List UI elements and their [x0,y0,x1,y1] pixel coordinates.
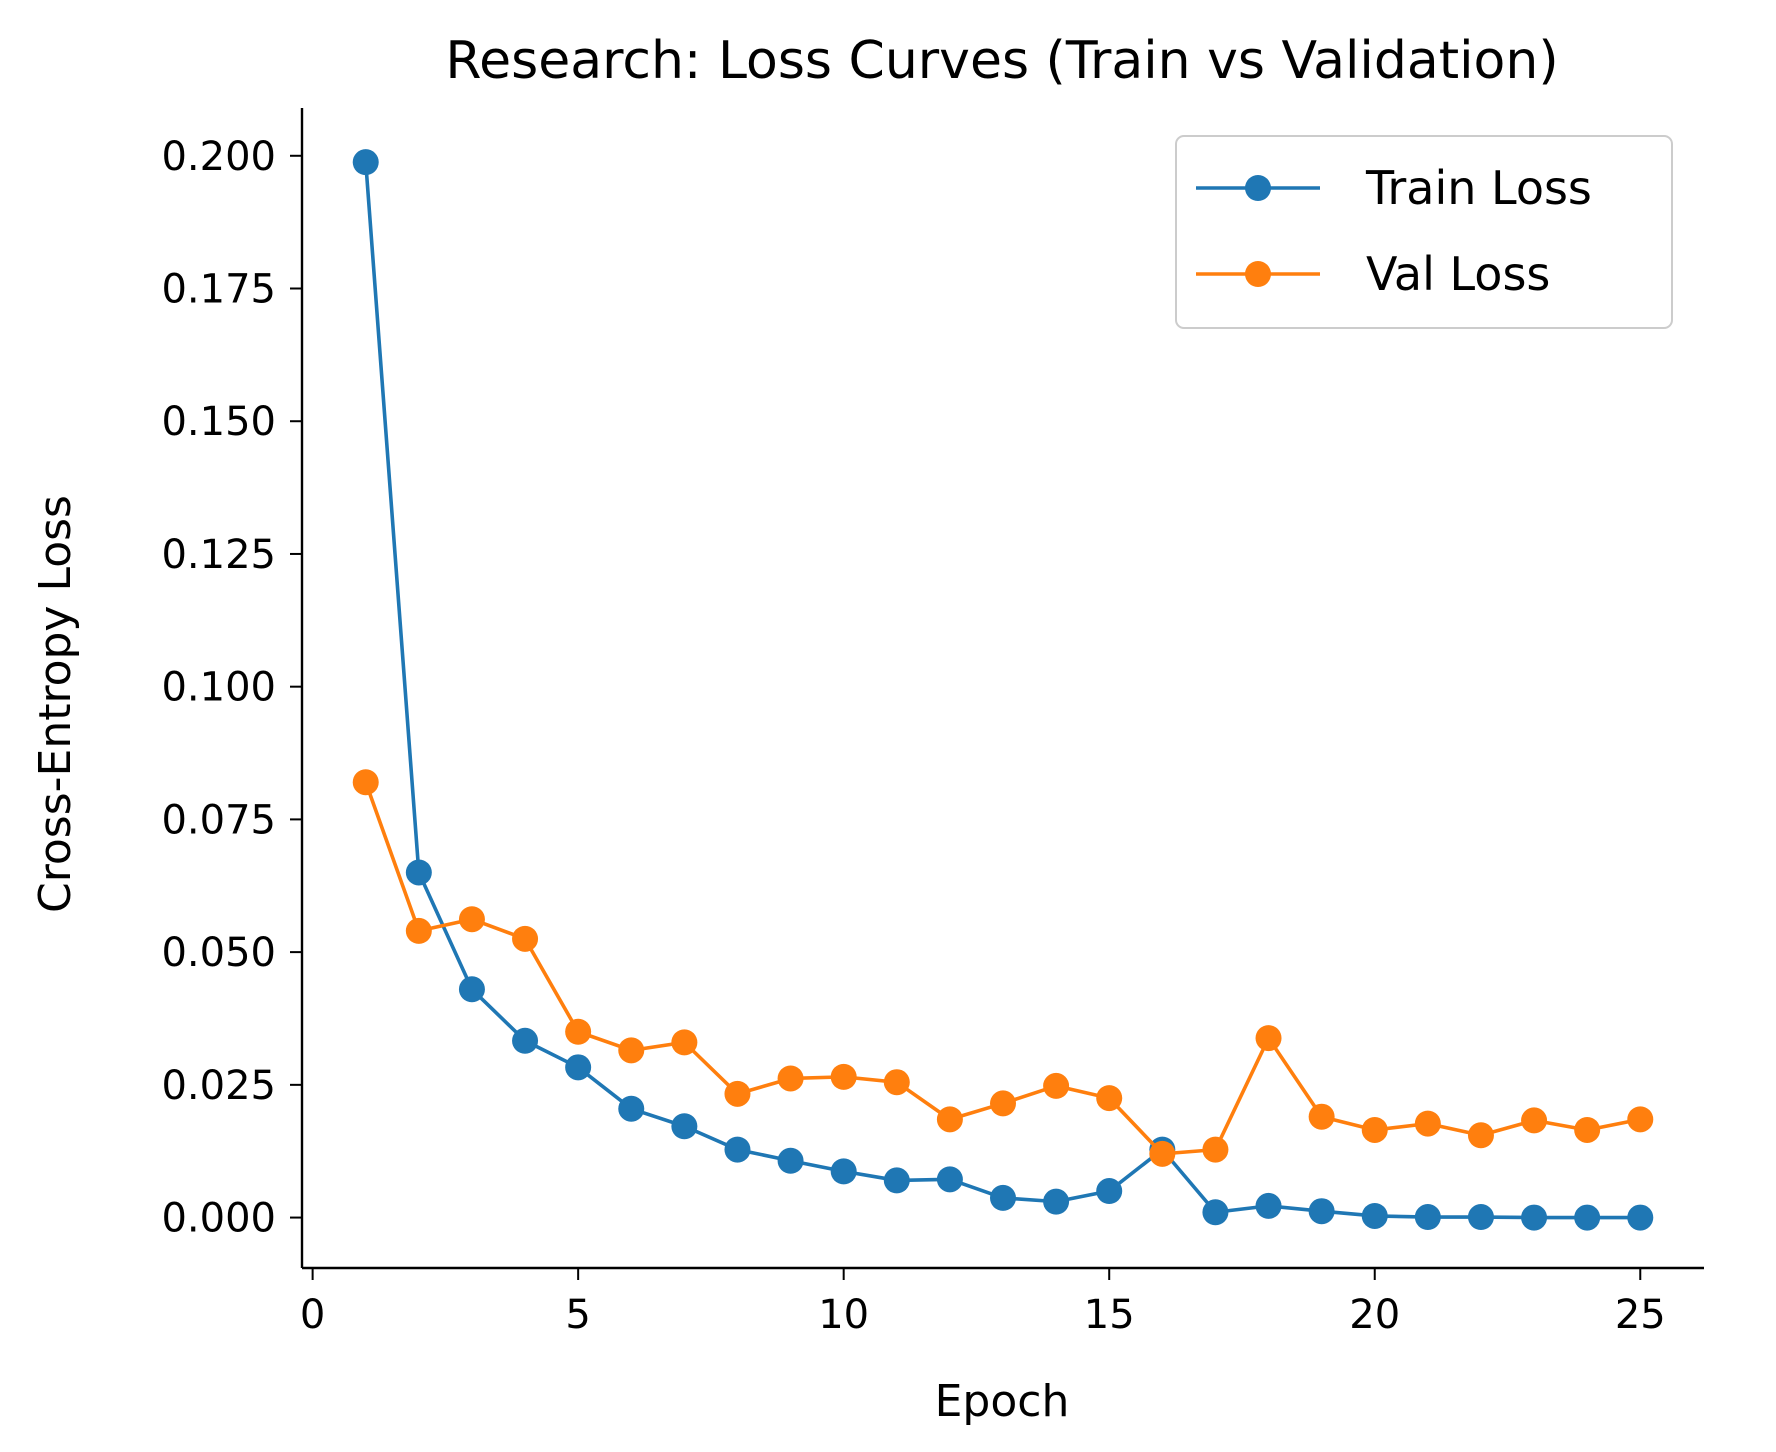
legend-marker-val-loss [1245,261,1271,287]
val-loss-point [1414,1110,1441,1137]
train-loss-point [405,859,432,886]
val-loss-point [724,1080,751,1107]
y-axis-ticks: 0.000 0.025 0.050 0.075 0.100 0.125 0.150 0.175… [161,134,302,1242]
train-loss-point [1414,1204,1441,1231]
legend: Train Loss Val Loss [1175,135,1673,329]
train-loss-point [1521,1204,1548,1231]
val-loss-point [1627,1106,1654,1133]
train-loss-point [1361,1202,1388,1229]
axes [300,108,1704,1270]
val-loss-point [1043,1072,1070,1099]
train-loss-point [1308,1198,1335,1225]
val-loss-point [883,1069,910,1096]
train-loss-point [1202,1199,1229,1226]
train-loss-point [777,1147,804,1174]
y-axis-label: Cross-Entropy Loss [30,495,81,913]
y-tick-label: 0.075 [161,797,276,843]
val-loss-point [1149,1140,1176,1167]
train-loss-point [512,1027,539,1054]
y-tick-label: 0.000 [161,1196,276,1242]
legend-marker-train-loss [1245,175,1271,201]
val-loss-point [1308,1103,1335,1130]
legend-label-val-loss: Val Loss [1366,247,1550,301]
val-loss-point [1255,1025,1282,1052]
val-loss-series [352,769,1654,1167]
legend-label-train-loss: Train Loss [1365,161,1592,215]
val-loss-point [830,1063,857,1090]
val-loss-point [1467,1122,1494,1149]
val-loss-point [777,1065,804,1092]
x-axis-ticks: 0 5 10 15 20 25 [300,1268,1666,1338]
chart-title: Research: Loss Curves (Train vs Validati… [445,31,1558,91]
x-tick-label: 0 [300,1292,325,1338]
train-loss-point [990,1184,1016,1211]
legend-box [1175,135,1673,329]
x-tick-label: 15 [1084,1292,1135,1338]
train-loss-series [352,149,1654,1231]
train-loss-point [618,1095,645,1122]
y-tick-label: 0.150 [161,399,276,445]
train-loss-point [724,1136,751,1163]
y-tick-label: 0.125 [161,532,276,578]
x-tick-label: 5 [565,1292,590,1338]
val-loss-point [1202,1136,1229,1163]
val-loss-point [1574,1116,1601,1143]
series-lines [352,149,1654,1231]
x-tick-label: 20 [1349,1292,1400,1338]
val-loss-point [618,1037,645,1064]
val-loss-point [458,906,485,933]
train-loss-point [1096,1178,1123,1205]
train-loss-point [565,1054,592,1081]
train-loss-point [1043,1188,1070,1215]
train-loss-point [458,976,485,1003]
val-loss-point [512,925,539,952]
val-loss-point [1096,1085,1123,1112]
train-loss-point [936,1166,963,1193]
x-axis-label: Epoch [935,1376,1070,1427]
y-tick-label: 0.025 [161,1063,276,1109]
val-loss-point [405,917,432,944]
y-tick-label: 0.100 [161,665,276,711]
legend-item-val-loss: Val Loss [1196,247,1550,301]
train-loss-point [671,1113,698,1140]
train-loss-point [1574,1204,1601,1231]
train-loss-point [883,1167,910,1194]
legend-item-train-loss: Train Loss [1196,161,1592,215]
val-loss-point [565,1018,592,1045]
val-loss-point [936,1106,963,1133]
y-tick-label: 0.050 [161,930,276,976]
train-loss-point [1467,1204,1494,1231]
val-loss-point [671,1029,698,1056]
val-loss-point [1521,1107,1548,1134]
train-loss-point [1627,1204,1654,1231]
train-loss-point [352,149,379,176]
y-tick-label: 0.175 [161,267,276,313]
legend-items: Train Loss Val Loss [1196,161,1592,301]
train-loss-point [1255,1192,1282,1219]
val-loss-point [1361,1116,1388,1143]
val-loss-point [352,769,379,796]
y-tick-label: 0.200 [161,134,276,180]
x-tick-label: 25 [1615,1292,1666,1338]
train-loss-point [830,1158,857,1185]
val-loss-point [990,1090,1016,1117]
x-tick-label: 10 [818,1292,869,1338]
